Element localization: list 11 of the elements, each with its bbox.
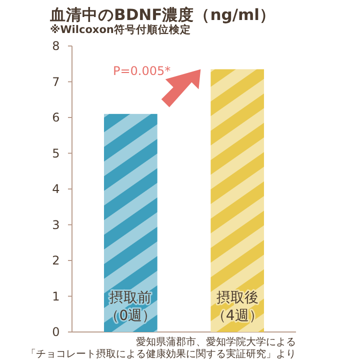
y-tick-label: 2	[52, 254, 60, 268]
annotation: P=0.005*	[113, 64, 171, 78]
y-tick-label: 6	[52, 110, 60, 125]
y-tick-label: 4	[52, 182, 60, 196]
y-tick-label: 8	[52, 39, 60, 54]
y-tick-label: 1	[52, 289, 60, 304]
y-tick-label: 5	[52, 146, 60, 160]
chart-subtitle: ※Wilcoxon符号付順位検定	[50, 23, 191, 36]
y-tick-label: 7	[52, 74, 60, 89]
y-tick-label: 3	[52, 218, 60, 232]
chart-title: 血清中のBDNF濃度（ng/ml）	[49, 5, 276, 24]
